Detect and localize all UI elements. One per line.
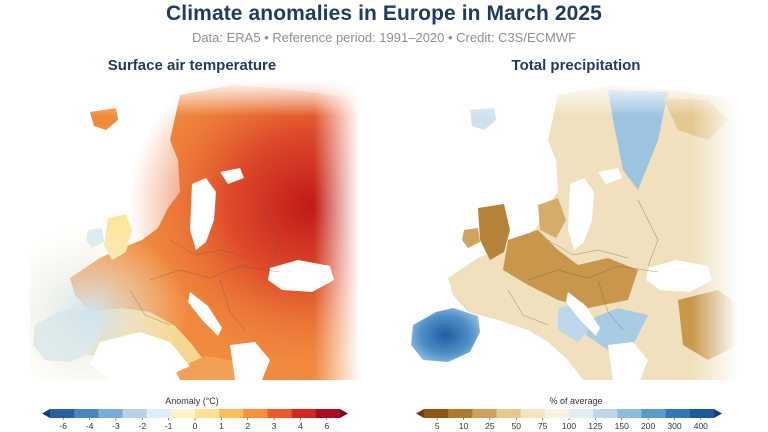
colorbar-extend-high bbox=[714, 409, 722, 418]
chart-subtitle: Data: ERA5 • Reference period: 1991–2020… bbox=[191, 30, 577, 45]
colorbar-swatch bbox=[569, 409, 594, 418]
colorbar-tick-label: 10 bbox=[459, 421, 469, 431]
colorbar-swatch bbox=[448, 409, 473, 418]
colorbar-swatch bbox=[195, 409, 220, 418]
colorbar-swatch bbox=[641, 409, 666, 418]
colorbar-swatch bbox=[146, 409, 172, 418]
colorbar-tick-label: 50 bbox=[512, 421, 522, 431]
colorbar-swatch bbox=[291, 409, 317, 418]
colorbar-swatch bbox=[520, 409, 546, 418]
chart-title: Climate anomalies in Europe in March 202… bbox=[166, 2, 602, 25]
temperature-colorbar: -6 -4 -3 -2 -1 0 1 2 3 4 6 bbox=[42, 409, 348, 431]
colorbar-extend-high bbox=[340, 409, 348, 418]
colorbar-swatch bbox=[544, 409, 570, 418]
colorbar-tick-label: 25 bbox=[485, 421, 495, 431]
colorbar-tick-label: 125 bbox=[588, 421, 602, 431]
colorbar-tick-label: 2 bbox=[245, 421, 250, 431]
colorbar-tick-label: 4 bbox=[298, 421, 303, 431]
colorbar-tick-label: 200 bbox=[641, 421, 655, 431]
panel-title-temperature: Surface air temperature bbox=[107, 57, 277, 74]
colorbar-swatch bbox=[170, 409, 196, 418]
colorbar-swatch bbox=[424, 409, 449, 418]
temperature-colorbar-label: Anomaly (°C) bbox=[165, 396, 219, 406]
colorbar-swatch bbox=[267, 409, 292, 418]
colorbar-tick-label: 0 bbox=[193, 421, 198, 431]
colorbar-tick-label: 3 bbox=[272, 421, 277, 431]
colorbar-tick-label: 1 bbox=[219, 421, 224, 431]
colorbar-tick-label: 400 bbox=[694, 421, 708, 431]
panel-title-precipitation: Total precipitation bbox=[511, 57, 641, 74]
precipitation-colorbar-label: % of average bbox=[549, 396, 603, 406]
colorbar-swatch bbox=[593, 409, 618, 418]
colorbar-extend-low bbox=[42, 409, 50, 418]
colorbar-swatch bbox=[122, 409, 147, 418]
colorbar-swatch bbox=[665, 409, 691, 418]
colorbar-tick-label: -3 bbox=[112, 421, 120, 431]
colorbar-tick-label: 5 bbox=[435, 421, 440, 431]
colorbar-swatch bbox=[74, 409, 99, 418]
temperature-anomaly-map bbox=[30, 80, 360, 380]
colorbar-tick-label: 6 bbox=[324, 421, 329, 431]
colorbar-swatch bbox=[50, 409, 75, 418]
colorbar-swatch bbox=[496, 409, 521, 418]
colorbar-swatch bbox=[98, 409, 123, 418]
colorbar-swatch bbox=[243, 409, 268, 418]
colorbar-tick-label: -1 bbox=[165, 421, 173, 431]
colorbar-swatch bbox=[315, 409, 341, 418]
colorbar-tick-label: -2 bbox=[138, 421, 146, 431]
colorbar-tick-label: 75 bbox=[538, 421, 548, 431]
colorbar-extend-low bbox=[416, 409, 424, 418]
precipitation-anomaly-map bbox=[408, 80, 738, 380]
colorbar-tick-label: 300 bbox=[667, 421, 681, 431]
colorbar-swatch bbox=[617, 409, 642, 418]
colorbar-swatch bbox=[689, 409, 715, 418]
colorbar-swatch bbox=[219, 409, 244, 418]
colorbar-swatch bbox=[472, 409, 497, 418]
colorbar-tick-label: -6 bbox=[59, 421, 67, 431]
colorbar-tick-label: -4 bbox=[86, 421, 94, 431]
colorbar-tick-label: 150 bbox=[615, 421, 629, 431]
colorbar-tick-label: 100 bbox=[562, 421, 576, 431]
precipitation-colorbar: 5 10 25 50 75 100 125 150 200 300 400 bbox=[416, 409, 722, 431]
